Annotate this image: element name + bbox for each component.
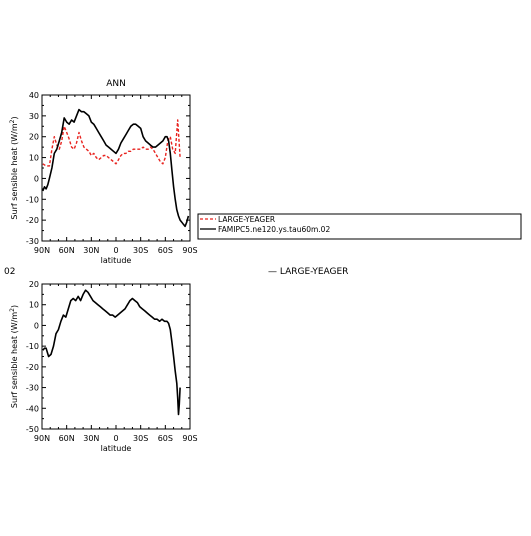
y-tick-label: -20 [26,363,39,372]
legend-box [197,213,522,240]
stray-left-label: 02 [4,267,15,277]
series-line-1-1 [42,119,181,167]
x-tick-label: 60N [59,246,75,255]
y-tick-label: 0 [34,174,39,183]
y-tick-label: -20 [26,216,39,225]
x-tick-label: 30N [83,434,99,443]
x-tick-label: 30S [133,434,148,443]
x-tick-label: 0 [113,434,118,443]
x-tick-label: 0 [113,246,118,255]
y-tick-label: 20 [29,133,39,142]
plot-frame [41,94,191,242]
y-tick-label: 40 [29,91,39,100]
x-tick-label: 90N [34,434,50,443]
y-tick-label: -50 [26,425,39,434]
legend-label: FAMIPC5.ne120.ys.tau60m.02 [218,225,330,234]
y-tick-label: -10 [26,195,39,204]
x-tick-label: 30N [83,246,99,255]
x-tick-label: 30S [133,246,148,255]
chart-title: ANN [106,79,126,89]
y-tick-label: -30 [26,237,39,246]
chart-2: 90N 60N 30N 0 30S 60S 90S -50 -40 -30 -20 -10 0 10 20 l… [9,280,198,453]
y-tick-label: 20 [29,280,39,289]
y-tick-label: 0 [34,321,39,330]
x-tick-label: 60S [158,434,173,443]
y-tick-label: -40 [26,404,39,413]
y-axis-label: Surf sensible heat (W/m2) [9,116,20,219]
y-tick-label: 30 [29,112,39,121]
chart-1: ANN 90N 60N 30N 0 30S 60S 90S -30 -20 -10 0 10 20 30 40… [9,79,522,265]
series-line-1-2 [42,108,190,228]
x-tick-label: 60S [158,246,173,255]
legend-label: LARGE-YEAGER [218,215,275,224]
y-axis-label: Surf sensible heat (W/m2) [9,305,20,408]
y-tick-label: -10 [26,342,39,351]
x-tick-label: 90S [182,246,197,255]
x-axis-label: latitude [101,256,132,265]
x-tick-label: 90N [34,246,50,255]
series-line-2-1 [42,289,181,416]
y-tick-label: 10 [29,154,39,163]
stray-legend-label: — LARGE-YEAGER [268,267,348,277]
x-tick-label: 60N [59,434,75,443]
plot-frame [41,283,191,430]
y-tick-label: -30 [26,384,39,393]
x-axis-label: latitude [101,444,132,453]
y-tick-label: 10 [29,301,39,310]
x-tick-label: 90S [182,434,197,443]
